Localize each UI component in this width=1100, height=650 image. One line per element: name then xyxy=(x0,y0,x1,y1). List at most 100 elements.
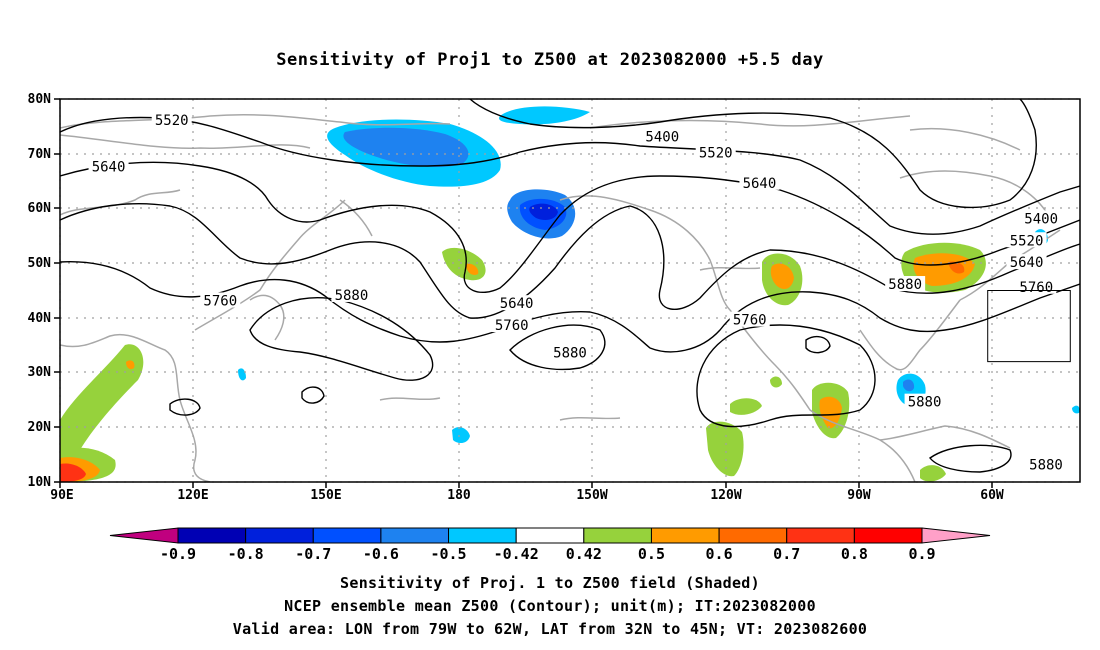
contour-label-bg xyxy=(1006,232,1047,248)
pos-patch-mexico-core xyxy=(819,396,842,429)
contour-5880-d xyxy=(696,324,876,428)
colorbar-label: -0.7 xyxy=(295,545,331,563)
colorbar-label: 0.9 xyxy=(908,545,935,563)
pos-patch-pacific-core xyxy=(466,263,479,275)
contour-label: 5640 xyxy=(92,159,126,175)
chart-title: Sensitivity of Proj1 to Z500 at 20230820… xyxy=(276,50,824,70)
contour-label: 5760 xyxy=(203,293,237,309)
lat-tick-label: 50N xyxy=(28,256,52,271)
contour-label: 5640 xyxy=(743,176,777,192)
colorbar-bin xyxy=(718,527,788,544)
colorbar-bin xyxy=(245,527,314,544)
neg-patch-gulf-core xyxy=(903,379,915,392)
contour-label-bg xyxy=(739,174,780,190)
contour-label: 5400 xyxy=(645,129,679,145)
contour-5520-a xyxy=(60,116,1080,235)
pos-patch-asia-dot xyxy=(126,360,135,370)
axis-ticks xyxy=(54,98,993,488)
contour-label-bg xyxy=(695,144,736,160)
colorbar-label: -0.42 xyxy=(494,545,539,563)
contour-5880-e xyxy=(928,444,1012,473)
colorbar-arrow-low xyxy=(109,527,179,544)
contour-label: 5880 xyxy=(888,277,922,293)
pos-patch-florida xyxy=(770,376,782,388)
contour-label: 5760 xyxy=(733,313,767,329)
contour-label-bg xyxy=(550,344,590,360)
colorbar-label: -0.9 xyxy=(160,545,196,563)
pos-patch-asia-outer xyxy=(60,344,144,482)
contour-5760-a xyxy=(60,202,1080,319)
contour-label-bg xyxy=(1021,210,1062,226)
lat-tick-labels: 10N 20N 30N 40N 50N 60N 70N 80N xyxy=(28,92,52,490)
contour-label: 5520 xyxy=(699,146,733,162)
contour-label: 5880 xyxy=(553,345,587,361)
contour-5880-h xyxy=(169,398,201,416)
contour-label-bg xyxy=(331,286,372,302)
neg-patch-bering-inner xyxy=(343,127,469,167)
contour-label-bg xyxy=(200,292,241,308)
contour-label: 5520 xyxy=(155,113,189,129)
lon-tick-label: 60W xyxy=(980,488,1004,503)
colorbar-bin xyxy=(312,527,382,544)
colorbar-label: 0.8 xyxy=(841,545,868,563)
contour-label-bg xyxy=(88,158,129,174)
lat-tick-label: 60N xyxy=(28,201,52,216)
caption-line-3: Valid area: LON from 79W to 62W, LAT fro… xyxy=(232,620,868,638)
colorbar-label: 0.42 xyxy=(566,545,602,563)
pos-patch-asia-red xyxy=(60,463,86,482)
contour-label: 5400 xyxy=(1024,211,1058,227)
contour-label-bg xyxy=(642,128,683,144)
contour-label-bg xyxy=(885,276,926,292)
contour-label: 5880 xyxy=(908,395,942,411)
contour-5880-b xyxy=(249,297,434,381)
lon-tick-label: 180 xyxy=(447,488,471,503)
contour-5880-f xyxy=(805,335,831,354)
colorbar-label: 0.5 xyxy=(638,545,665,563)
neg-patch-small-a xyxy=(452,427,470,444)
contour-label-bg xyxy=(1006,254,1047,270)
contour-label: 5760 xyxy=(1019,280,1053,296)
contour-5400-a xyxy=(469,99,1037,209)
colorbar-label: -0.8 xyxy=(228,545,264,563)
contour-label-bg xyxy=(1026,456,1066,472)
colorbar-bin xyxy=(650,527,720,544)
contour-label-bg xyxy=(496,295,537,311)
lat-tick-label: 30N xyxy=(28,365,52,380)
neg-patch-small-b xyxy=(238,368,246,381)
lon-tick-label: 120W xyxy=(710,488,741,503)
contour-labels: 5520 5400 5520 5640 5640 5400 5520 5640 5760 5760… xyxy=(88,111,1066,474)
contour-label: 5520 xyxy=(1010,233,1044,249)
map-frame xyxy=(59,98,1081,483)
z500-contours xyxy=(60,99,1080,473)
contour-label-bg xyxy=(904,393,945,409)
colorbar-bin xyxy=(380,527,450,544)
pos-patch-rockies-core xyxy=(770,263,794,290)
colorbar-bin xyxy=(177,527,247,544)
neg-patch-top xyxy=(499,106,590,125)
lon-tick-label: 150W xyxy=(576,488,607,503)
coastlines xyxy=(60,113,1061,482)
colorbar-label: 0.7 xyxy=(773,545,800,563)
contour-5640-a xyxy=(60,161,1080,293)
caption-line-2: NCEP ensemble mean Z500 (Contour); unit(… xyxy=(284,597,816,615)
colorbar-label: -0.6 xyxy=(363,545,399,563)
lat-tick-label: 70N xyxy=(28,147,52,162)
lon-tick-label: 90E xyxy=(50,488,73,503)
contour-5880-c xyxy=(509,324,606,371)
lon-tick-label: 120E xyxy=(177,488,208,503)
lon-tick-label: 90W xyxy=(847,488,871,503)
pos-patch-caribbean xyxy=(920,465,946,482)
lat-tick-label: 10N xyxy=(28,475,52,490)
colorbar-label: -0.5 xyxy=(430,545,466,563)
lon-tick-labels: 90E 120E 150E 180 150W 120W 90W 60W xyxy=(50,488,1004,503)
valid-area-box xyxy=(987,290,1071,363)
neg-patch-alaska-core xyxy=(529,203,558,220)
lat-tick-label: 20N xyxy=(28,420,52,435)
contour-label: 5880 xyxy=(1029,458,1063,474)
contour-label: 5640 xyxy=(500,296,534,312)
pos-patch-baja xyxy=(730,398,762,415)
contour-label: 5760 xyxy=(495,318,529,334)
contour-label-bg xyxy=(729,311,770,327)
contour-label-bg xyxy=(151,111,192,127)
colorbar-bin xyxy=(515,527,585,544)
